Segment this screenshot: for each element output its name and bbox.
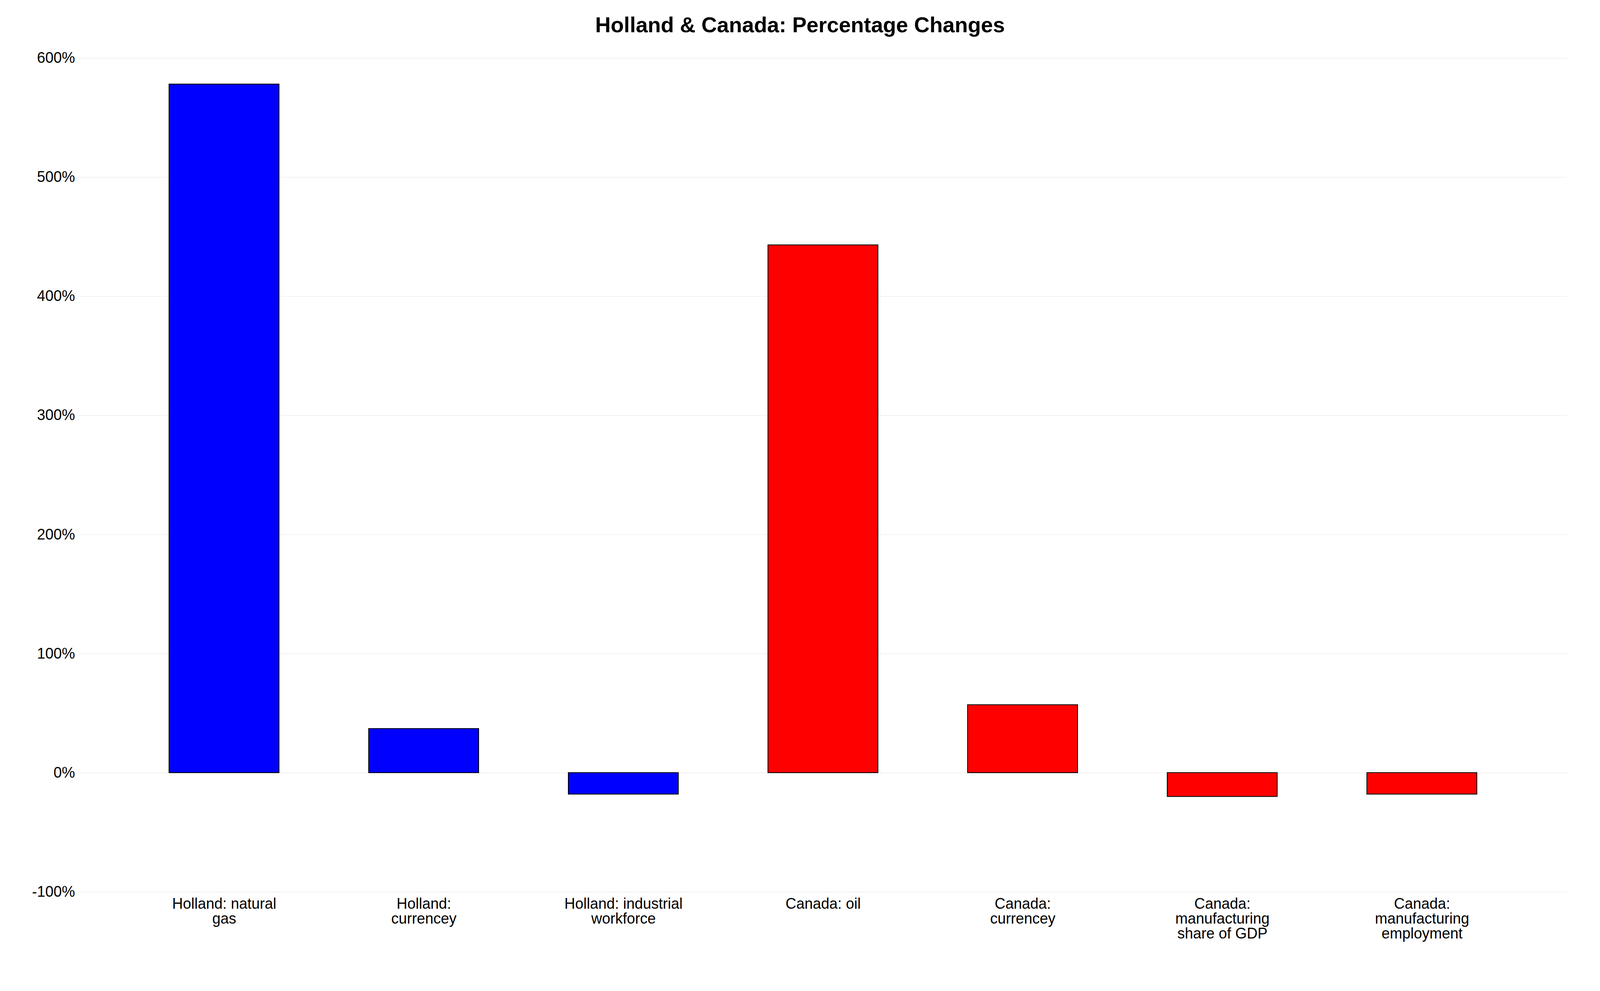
svg-text:Canada:manufacturingshare of G: Canada:manufacturingshare of GDP [1175, 894, 1270, 942]
svg-text:400%: 400% [36, 287, 75, 305]
svg-text:100%: 100% [36, 644, 75, 662]
svg-text:0%: 0% [53, 763, 75, 781]
html-text:Holland & Canada: Percentage C: Holland & Canada: Percentage Changes [595, 12, 1005, 37]
svg-text:500%: 500% [36, 168, 75, 186]
svg-text:Holland: naturalgas: Holland: naturalgas [171, 894, 277, 927]
svg-text:Canada: oil: Canada: oil [785, 894, 861, 912]
svg-text:200%: 200% [36, 525, 75, 543]
svg-text:Canada:manufacturingemployment: Canada:manufacturingemployment [1374, 894, 1469, 942]
svg-text:Holland: industrialworkforce: Holland: industrialworkforce [564, 894, 683, 927]
svg-text:-100%: -100% [31, 882, 75, 900]
svg-text:600%: 600% [36, 49, 75, 67]
svg-text:Holland:currencey: Holland:currencey [391, 894, 457, 927]
svg-text:300%: 300% [36, 406, 75, 424]
svg-text:Canada:currencey: Canada:currencey [989, 894, 1056, 927]
